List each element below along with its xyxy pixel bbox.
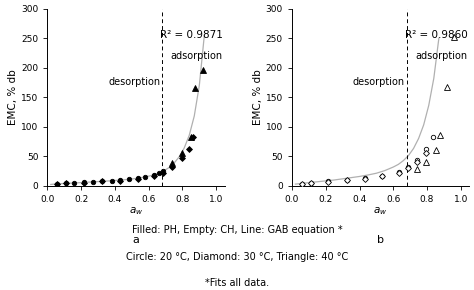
Y-axis label: EMC, % db: EMC, % db <box>9 69 18 125</box>
Text: Circle: 20 °C, Diamond: 30 °C, Triangle: 40 °C: Circle: 20 °C, Diamond: 30 °C, Triangle:… <box>126 251 348 262</box>
Text: adsorption: adsorption <box>415 51 467 61</box>
Text: b: b <box>377 235 384 245</box>
Text: Filled: PH, Empty: CH, Line: GAB equation *: Filled: PH, Empty: CH, Line: GAB equatio… <box>132 225 342 235</box>
Text: desorption: desorption <box>109 77 161 87</box>
Text: adsorption: adsorption <box>171 51 223 61</box>
Text: *Fits all data.: *Fits all data. <box>205 278 269 288</box>
X-axis label: $a_w$: $a_w$ <box>374 205 388 217</box>
X-axis label: $a_w$: $a_w$ <box>129 205 143 217</box>
Text: a: a <box>133 235 139 245</box>
Text: R² = 0.9871: R² = 0.9871 <box>160 30 223 40</box>
Y-axis label: EMC, % db: EMC, % db <box>253 69 263 125</box>
Text: R² = 0.9860: R² = 0.9860 <box>405 30 467 40</box>
Text: desorption: desorption <box>353 77 405 87</box>
